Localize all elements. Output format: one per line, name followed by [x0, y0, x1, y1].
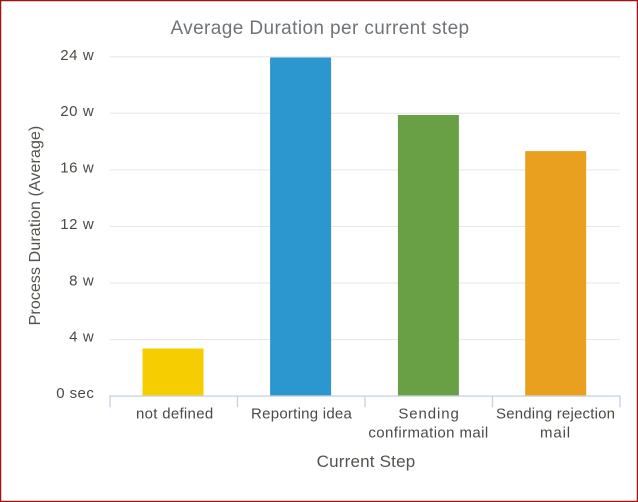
svg-text:Process Duration (Average): Process Duration (Average)	[27, 126, 44, 326]
svg-text:0 sec: 0 sec	[56, 385, 94, 402]
svg-text:12 w: 12 w	[60, 216, 94, 233]
svg-text:20 w: 20 w	[60, 103, 94, 120]
svg-text:4 w: 4 w	[69, 329, 94, 346]
svg-text:Average Duration per current s: Average Duration per current step	[170, 18, 469, 39]
svg-text:not defined: not defined	[136, 406, 213, 423]
svg-text:mail: mail	[540, 424, 571, 441]
svg-text:8 w: 8 w	[69, 272, 94, 289]
svg-text:confirmation mail: confirmation mail	[368, 424, 488, 441]
svg-text:Reporting idea: Reporting idea	[251, 406, 352, 423]
svg-text:Sending: Sending	[398, 406, 459, 423]
svg-text:24 w: 24 w	[60, 47, 94, 64]
svg-text:16 w: 16 w	[60, 160, 94, 177]
svg-text:Current Step: Current Step	[317, 452, 416, 471]
svg-text:Sending rejection: Sending rejection	[496, 406, 615, 423]
